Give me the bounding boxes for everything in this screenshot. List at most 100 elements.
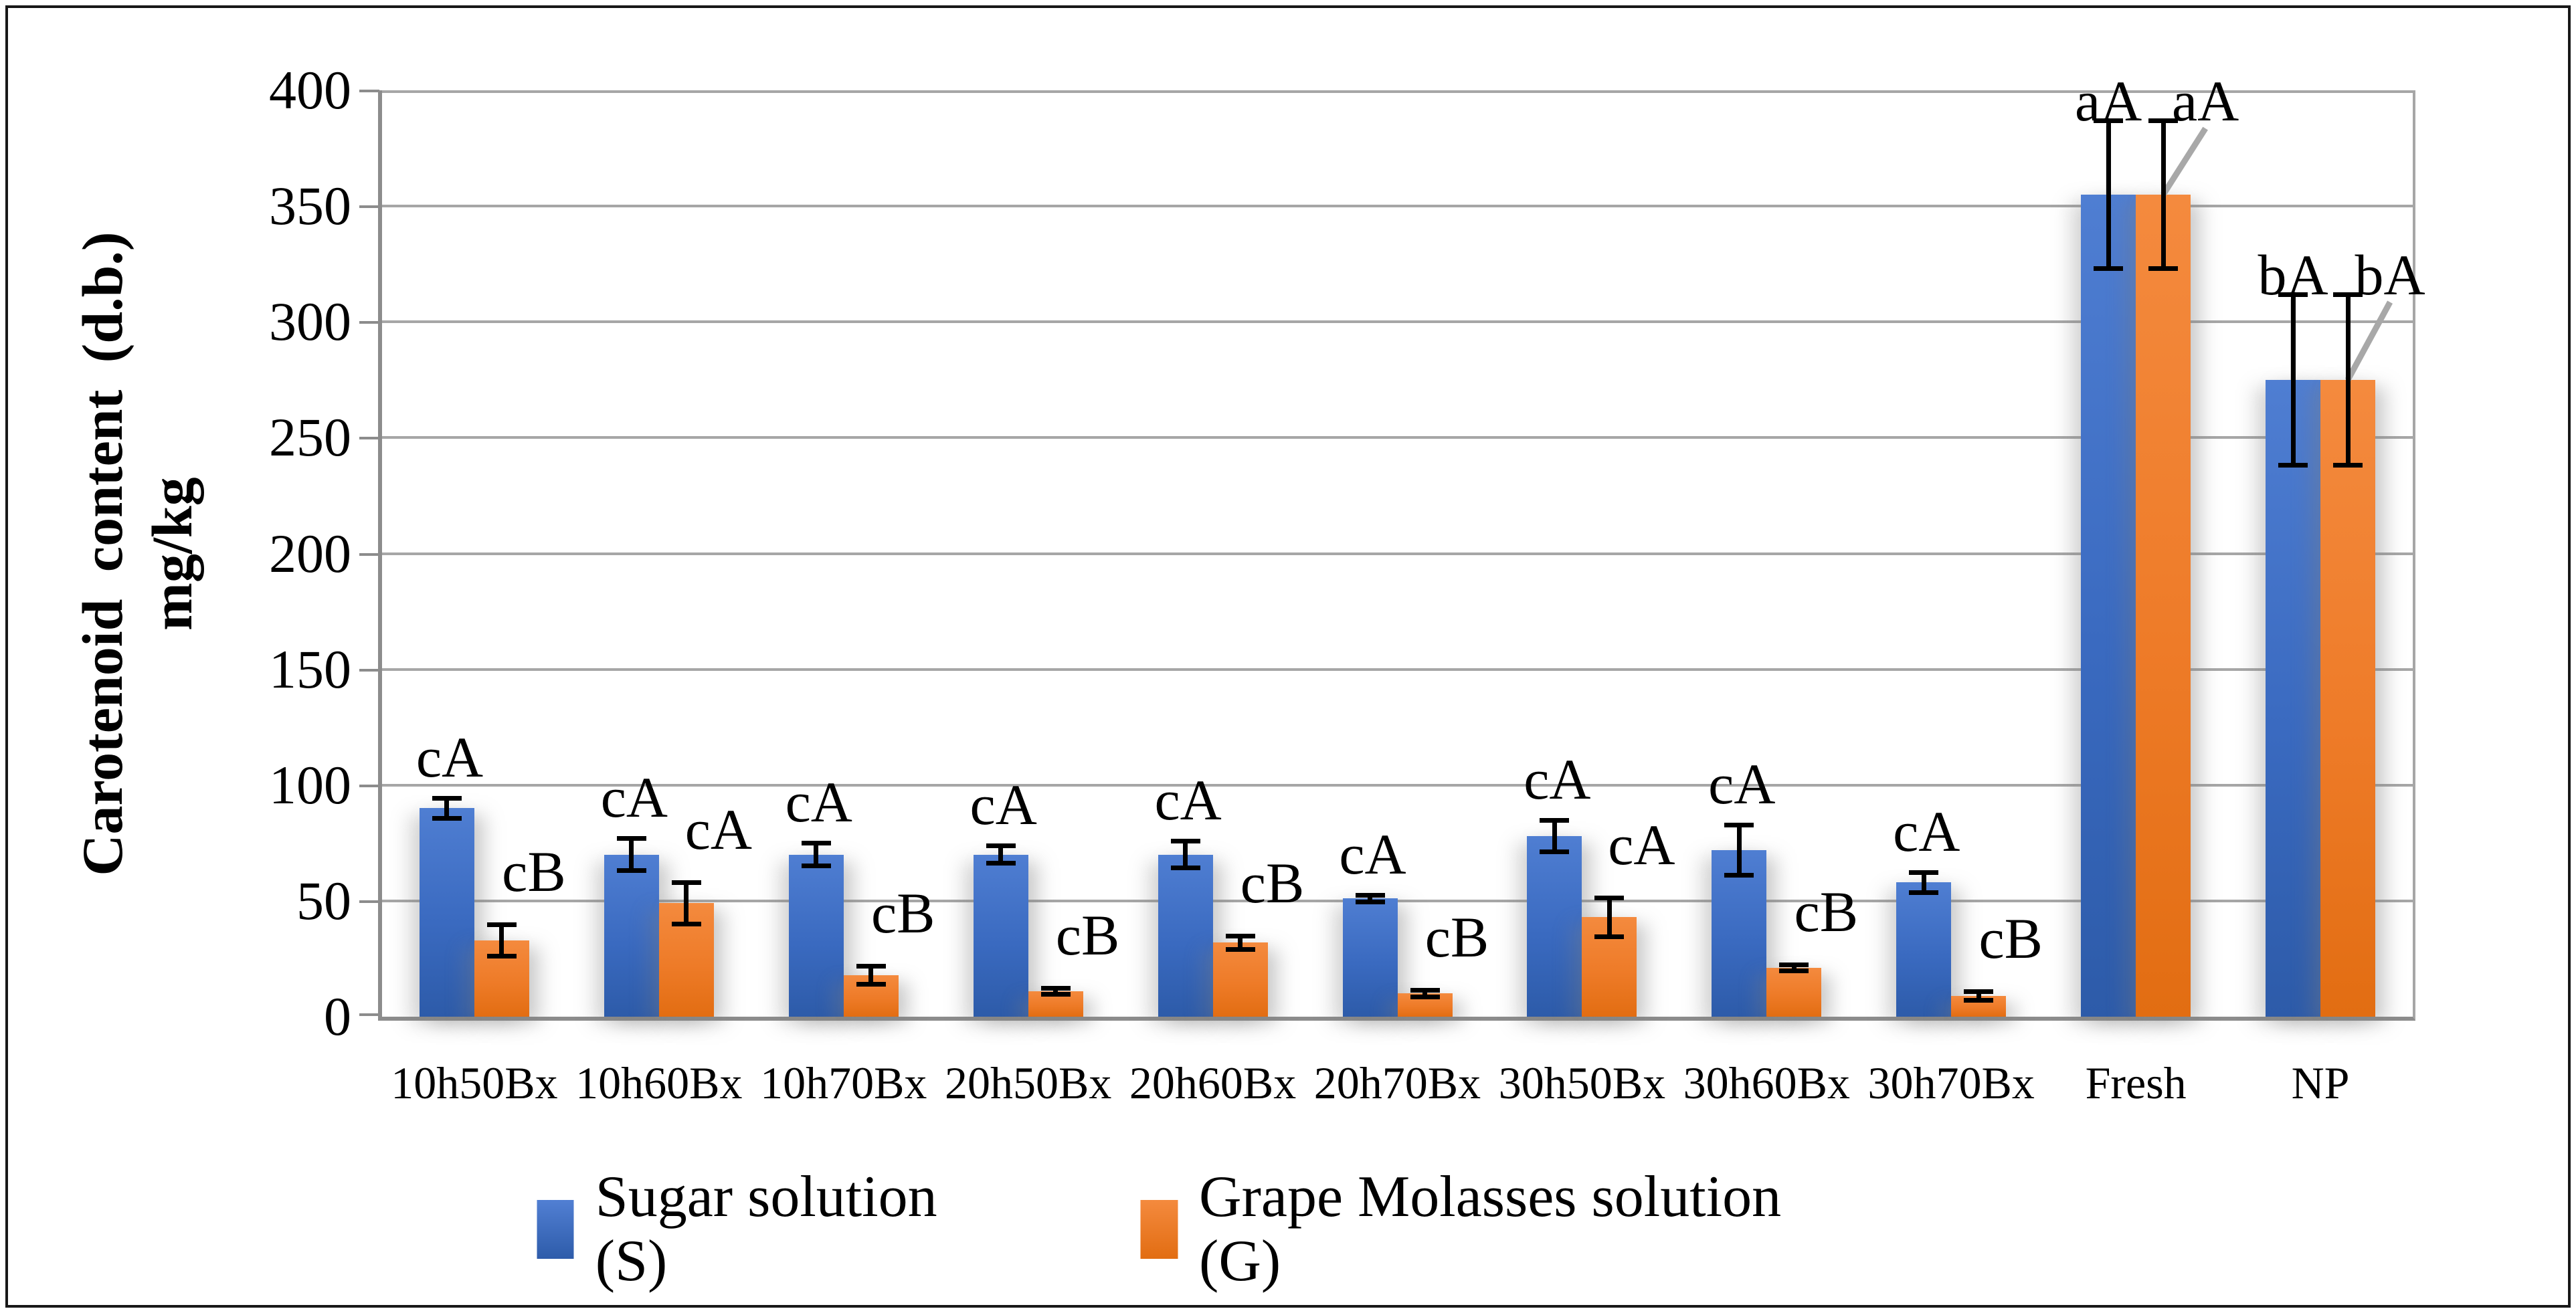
error-bar-cap-top — [2333, 292, 2363, 297]
error-bar — [1053, 987, 1059, 995]
y-tick-mark — [359, 437, 379, 440]
x-axis-label: NP — [2291, 1057, 2350, 1108]
error-bar-cap-top — [1355, 893, 1385, 898]
error-bar — [1791, 965, 1797, 972]
error-bar-cap-top — [2094, 118, 2124, 123]
x-axis-label: 30h60Bx — [1683, 1057, 1850, 1108]
error-bar — [1183, 840, 1188, 869]
error-bar-cap-bottom — [1540, 849, 1570, 855]
error-bar-cap-bottom — [2094, 266, 2124, 271]
sig-label: cA — [1154, 767, 1222, 832]
error-bar-cap-bottom — [1170, 866, 1200, 871]
y-tick-label: 0 — [324, 986, 351, 1047]
y-tick-label: 350 — [269, 175, 351, 237]
error-bar-cap-top — [2278, 292, 2308, 297]
gridline-y350 — [382, 205, 2413, 208]
bar-molasses-Fresh — [2136, 194, 2191, 1017]
bar-sugar-20h60Bx — [1158, 854, 1213, 1017]
bar-molasses-NP — [2320, 379, 2376, 1017]
bar-sugar-30h50Bx — [1527, 835, 1582, 1017]
error-bar — [2106, 120, 2111, 269]
sig-label: cA — [1339, 822, 1406, 887]
error-bar-cap-bottom — [616, 868, 646, 873]
y-tick-label: 100 — [269, 754, 351, 815]
error-bar-cap-bottom — [801, 863, 831, 868]
error-bar-cap-top — [1225, 933, 1255, 938]
sig-label: cA — [1708, 751, 1776, 816]
error-bar-cap-top — [2148, 118, 2179, 123]
error-bar-cap-bottom — [2148, 266, 2179, 271]
legend-swatch-molasses — [1140, 1200, 1178, 1259]
error-bar-cap-top — [801, 841, 831, 846]
legend: Sugar solution (S) Grape Molasses solutio… — [537, 1165, 1825, 1294]
error-bar — [629, 838, 634, 871]
sig-label: cA — [600, 765, 668, 830]
bar-sugar-30h60Bx — [1712, 849, 1767, 1017]
sig-label: cB — [1794, 880, 1859, 944]
error-bar-cap-bottom — [2278, 462, 2308, 468]
error-bar — [868, 965, 874, 985]
error-bar-cap-bottom — [1225, 946, 1255, 952]
sig-label: cB — [870, 880, 935, 945]
y-tick-label: 400 — [269, 60, 351, 120]
y-tick-mark — [359, 900, 379, 903]
error-bar-cap-top — [1170, 838, 1200, 843]
legend-label: Sugar solution (S) — [595, 1165, 937, 1294]
error-bar-cap-bottom — [671, 921, 701, 926]
leader-line — [2160, 126, 2208, 197]
y-tick-label: 50 — [296, 870, 351, 931]
legend-label: Grape Molasses solution (G) — [1199, 1165, 1782, 1294]
y-axis-title-line1: Carotenoid content (d.b.) — [70, 231, 134, 876]
error-bar — [684, 882, 689, 924]
sig-label: aA — [2171, 69, 2239, 134]
error-bar-cap-top — [1540, 817, 1570, 823]
error-bar-cap-top — [1909, 870, 1939, 875]
y-tick-label: 250 — [269, 407, 351, 468]
x-axis-label: 20h60Bx — [1129, 1057, 1297, 1108]
bar-molasses-30h60Bx — [1766, 968, 1822, 1017]
plot-area: 0 50 100 150 200 250 300 350 400 10h50Bx 10h60Bx 10… — [269, 63, 2425, 1109]
sig-label: cB — [1979, 906, 2043, 971]
bar-sugar-Fresh — [2081, 194, 2136, 1017]
bar-molasses-20h60Bx — [1212, 942, 1268, 1017]
gridline-y50 — [382, 899, 2413, 902]
sig-label: cA — [785, 770, 852, 835]
error-bar-cap-top — [671, 880, 701, 886]
leader-line — [2345, 300, 2393, 381]
error-bar-cap-bottom — [1594, 934, 1625, 939]
error-bar-cap-top — [856, 963, 886, 969]
gridline-y100 — [382, 783, 2413, 787]
x-axis-label: Fresh — [2085, 1057, 2187, 1108]
error-bar — [2160, 120, 2166, 269]
error-bar — [814, 843, 819, 866]
error-bar — [499, 924, 504, 956]
bar-sugar-10h50Bx — [419, 808, 474, 1017]
error-bar-cap-bottom — [1964, 997, 1994, 1003]
error-bar — [1422, 990, 1427, 997]
bar-sugar-30h70Bx — [1896, 882, 1952, 1017]
error-bar — [1238, 935, 1243, 950]
y-tick-mark — [359, 321, 379, 324]
sig-label: cA — [1524, 746, 1591, 811]
error-bar-cap-top — [1594, 895, 1625, 900]
y-tick-mark — [359, 552, 379, 556]
error-bar-cap-bottom — [1410, 994, 1440, 999]
error-bar — [444, 797, 450, 819]
error-bar-cap-bottom — [986, 861, 1016, 866]
x-axis-label: 30h70Bx — [1867, 1057, 2035, 1108]
sig-label: cA — [970, 772, 1037, 837]
bar-sugar-20h50Bx — [973, 854, 1028, 1017]
error-bar-cap-top — [1410, 988, 1440, 993]
y-tick-mark — [359, 205, 379, 209]
gridline-y200 — [382, 552, 2413, 555]
y-tick-label: 200 — [269, 522, 351, 584]
x-axis-label: 20h70Bx — [1313, 1057, 1481, 1108]
y-tick-mark — [359, 1013, 379, 1016]
sig-label: cB — [502, 839, 566, 904]
y-tick-mark — [359, 784, 379, 787]
bar-sugar-10h60Bx — [604, 854, 659, 1017]
gridline-y250 — [382, 436, 2413, 439]
error-bar-cap-bottom — [1724, 872, 1754, 878]
x-axis-label: 10h50Bx — [391, 1057, 558, 1108]
sig-label: cA — [1893, 799, 1960, 864]
